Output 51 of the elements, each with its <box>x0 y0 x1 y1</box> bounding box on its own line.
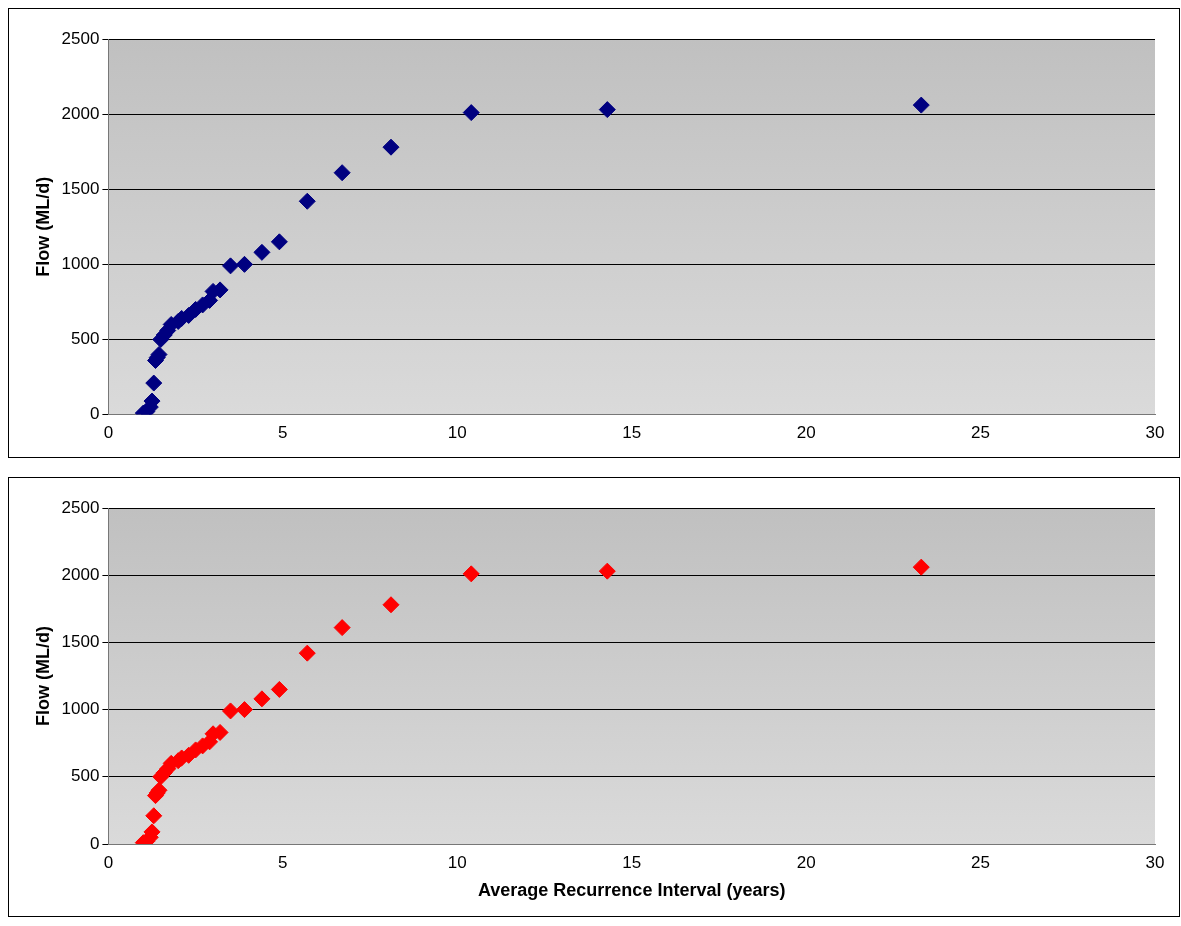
point <box>382 138 400 156</box>
point <box>270 680 288 698</box>
point <box>462 565 480 583</box>
point <box>598 562 616 580</box>
x-tick-label: 25 <box>971 852 991 872</box>
point <box>298 644 316 662</box>
y-tick-label: 2500 <box>61 497 100 517</box>
x-tick-label: 25 <box>971 423 991 443</box>
y-tick-label: 2000 <box>61 103 100 123</box>
point <box>235 255 253 273</box>
point <box>270 233 288 251</box>
point <box>598 101 616 119</box>
y-tick-label: 500 <box>71 766 100 786</box>
y-axis-title: Flow (ML/d) <box>32 626 53 726</box>
y-tick-label: 0 <box>89 833 100 853</box>
point <box>298 192 316 210</box>
x-axis-title: Average Recurrence Interval (years) <box>477 880 786 901</box>
point <box>222 257 240 275</box>
point <box>235 701 253 719</box>
y-tick-label: 0 <box>89 404 100 424</box>
y-tick-label: 1000 <box>61 254 100 274</box>
y-tick-label: 1000 <box>61 699 100 719</box>
point <box>333 619 351 637</box>
y-tick-label: 2000 <box>61 564 100 584</box>
point <box>333 164 351 182</box>
x-tick-label: 0 <box>103 852 114 872</box>
x-tick-label: 10 <box>447 852 467 872</box>
point <box>222 702 240 720</box>
point <box>912 96 930 114</box>
point <box>145 807 163 825</box>
y-axis-title: Flow (ML/d) <box>32 176 53 277</box>
point <box>253 690 271 708</box>
y-tick-label: 500 <box>71 329 100 349</box>
point <box>912 558 930 576</box>
point <box>253 243 271 261</box>
x-tick-label: 0 <box>103 423 114 443</box>
point <box>462 104 480 122</box>
x-tick-label: 30 <box>1145 423 1165 443</box>
y-tick-label: 2500 <box>61 28 100 48</box>
x-tick-label: 5 <box>278 423 288 443</box>
x-tick-label: 15 <box>622 423 642 443</box>
x-tick-label: 10 <box>447 423 467 443</box>
x-tick-label: 20 <box>796 852 816 872</box>
point <box>382 596 400 614</box>
x-tick-label: 20 <box>796 423 816 443</box>
y-tick-label: 1500 <box>61 178 100 198</box>
x-tick-label: 5 <box>278 852 288 872</box>
point <box>145 374 163 392</box>
x-tick-label: 15 <box>622 852 642 872</box>
x-tick-label: 30 <box>1145 852 1165 872</box>
y-tick-label: 1500 <box>61 632 100 652</box>
